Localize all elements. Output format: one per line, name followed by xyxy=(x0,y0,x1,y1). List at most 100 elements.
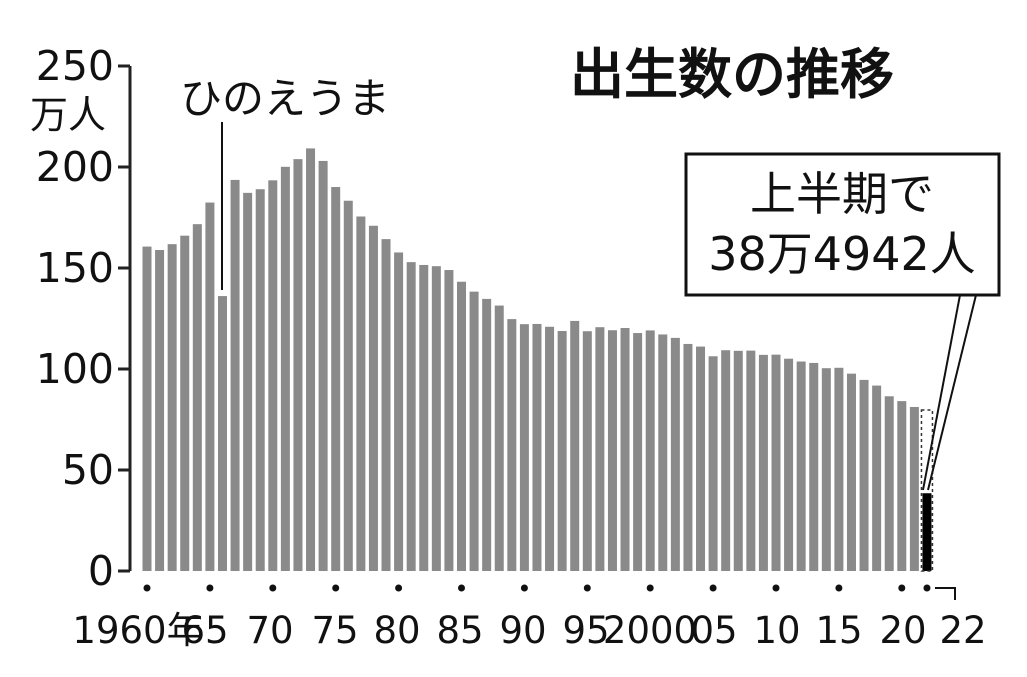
bar xyxy=(758,354,768,571)
bar xyxy=(331,186,341,572)
x-tick-dot xyxy=(143,584,151,592)
bar xyxy=(280,166,290,571)
x-tick-label: 75 xyxy=(311,609,358,652)
bar xyxy=(293,159,303,571)
bar xyxy=(532,323,542,571)
bar xyxy=(180,235,190,571)
x-tick-label: 05 xyxy=(690,609,737,652)
y-tick-label: 250 xyxy=(36,42,114,90)
bar xyxy=(872,385,882,571)
bar xyxy=(746,350,756,571)
bar xyxy=(343,200,353,571)
bar xyxy=(670,337,680,571)
bar xyxy=(821,368,831,571)
y-tick-label: 50 xyxy=(62,446,114,494)
y-axis-ticks: 0 50 100 150 200 250 xyxy=(36,42,132,595)
callout-line-2: 38万4942人 xyxy=(708,227,976,281)
x-tick-dot xyxy=(395,584,403,592)
bar xyxy=(909,406,919,571)
bar xyxy=(683,343,693,571)
bar xyxy=(607,330,617,571)
bar xyxy=(444,270,454,571)
x-tick-dot xyxy=(520,584,528,592)
bar xyxy=(368,225,378,572)
y-tick-label: 150 xyxy=(36,244,114,292)
bar xyxy=(356,216,366,572)
bar xyxy=(897,401,907,571)
bar xyxy=(658,334,668,571)
y-tick-label: 200 xyxy=(36,143,114,191)
bar xyxy=(318,160,328,571)
callout-leader-2 xyxy=(922,294,961,491)
bar xyxy=(633,333,643,571)
x-tick-dot xyxy=(898,584,906,592)
bar xyxy=(595,327,605,571)
bar xyxy=(809,362,819,571)
bar xyxy=(268,180,278,571)
x-tick-label: 1960年 xyxy=(72,609,203,652)
x-tick-dot xyxy=(835,584,843,592)
bar xyxy=(243,192,253,571)
bar xyxy=(394,252,404,572)
y-unit-label: 万人 xyxy=(30,93,106,137)
bar xyxy=(419,264,429,571)
bar-series xyxy=(142,148,934,572)
x-tick-label: 22 xyxy=(939,609,986,652)
bar xyxy=(570,320,580,571)
bar xyxy=(721,350,731,571)
x-tick-dot xyxy=(772,584,780,592)
callout-box xyxy=(684,152,1001,297)
x-tick-label: 20 xyxy=(879,609,926,652)
x-tick-dot xyxy=(206,584,214,592)
bar xyxy=(708,356,718,571)
callout-line-1: 上半期で xyxy=(750,167,934,221)
x-label-22-bracket xyxy=(934,587,956,600)
bar xyxy=(217,296,227,571)
callout-leader-1 xyxy=(927,294,977,491)
x-tick-dot xyxy=(458,584,465,592)
x-tick-dot xyxy=(583,584,591,592)
bar xyxy=(859,379,869,571)
x-tick-label: 85 xyxy=(436,609,483,652)
bar xyxy=(545,326,555,571)
bar xyxy=(846,373,856,571)
bar xyxy=(884,396,894,571)
bar xyxy=(469,291,479,571)
bar xyxy=(507,319,517,571)
x-tick-dot xyxy=(709,584,717,592)
x-tick-label: 80 xyxy=(373,609,420,652)
x-tick-label: 10 xyxy=(753,609,800,652)
x-tick-label: 90 xyxy=(499,609,546,652)
chart-title: 出生数の推移 xyxy=(570,43,894,106)
annotation-hinoeuma: ひのえうま xyxy=(180,74,390,123)
bar-2022-ghost-outline xyxy=(920,409,934,572)
bar xyxy=(155,250,165,571)
bar xyxy=(733,350,743,571)
bar xyxy=(482,298,492,571)
x-tick-label: 95 xyxy=(562,609,609,652)
bar xyxy=(205,202,215,571)
bar xyxy=(645,330,655,571)
bar xyxy=(230,179,240,572)
bar xyxy=(306,148,316,571)
bar xyxy=(557,331,567,571)
bar xyxy=(582,331,592,571)
bar xyxy=(406,262,416,571)
bar xyxy=(381,239,391,571)
bar xyxy=(457,281,466,571)
bar xyxy=(167,244,177,571)
x-tick-dot xyxy=(923,584,931,592)
bar xyxy=(696,346,706,571)
bar xyxy=(255,189,265,571)
x-tick-dot xyxy=(269,584,277,592)
y-tick-label: 100 xyxy=(36,345,114,393)
bar xyxy=(142,246,152,571)
bar xyxy=(784,358,794,571)
bar xyxy=(519,324,529,571)
x-tick-dot xyxy=(646,584,654,592)
bar-2022-first-half xyxy=(922,493,932,571)
bar xyxy=(620,327,630,571)
bar xyxy=(431,266,441,571)
